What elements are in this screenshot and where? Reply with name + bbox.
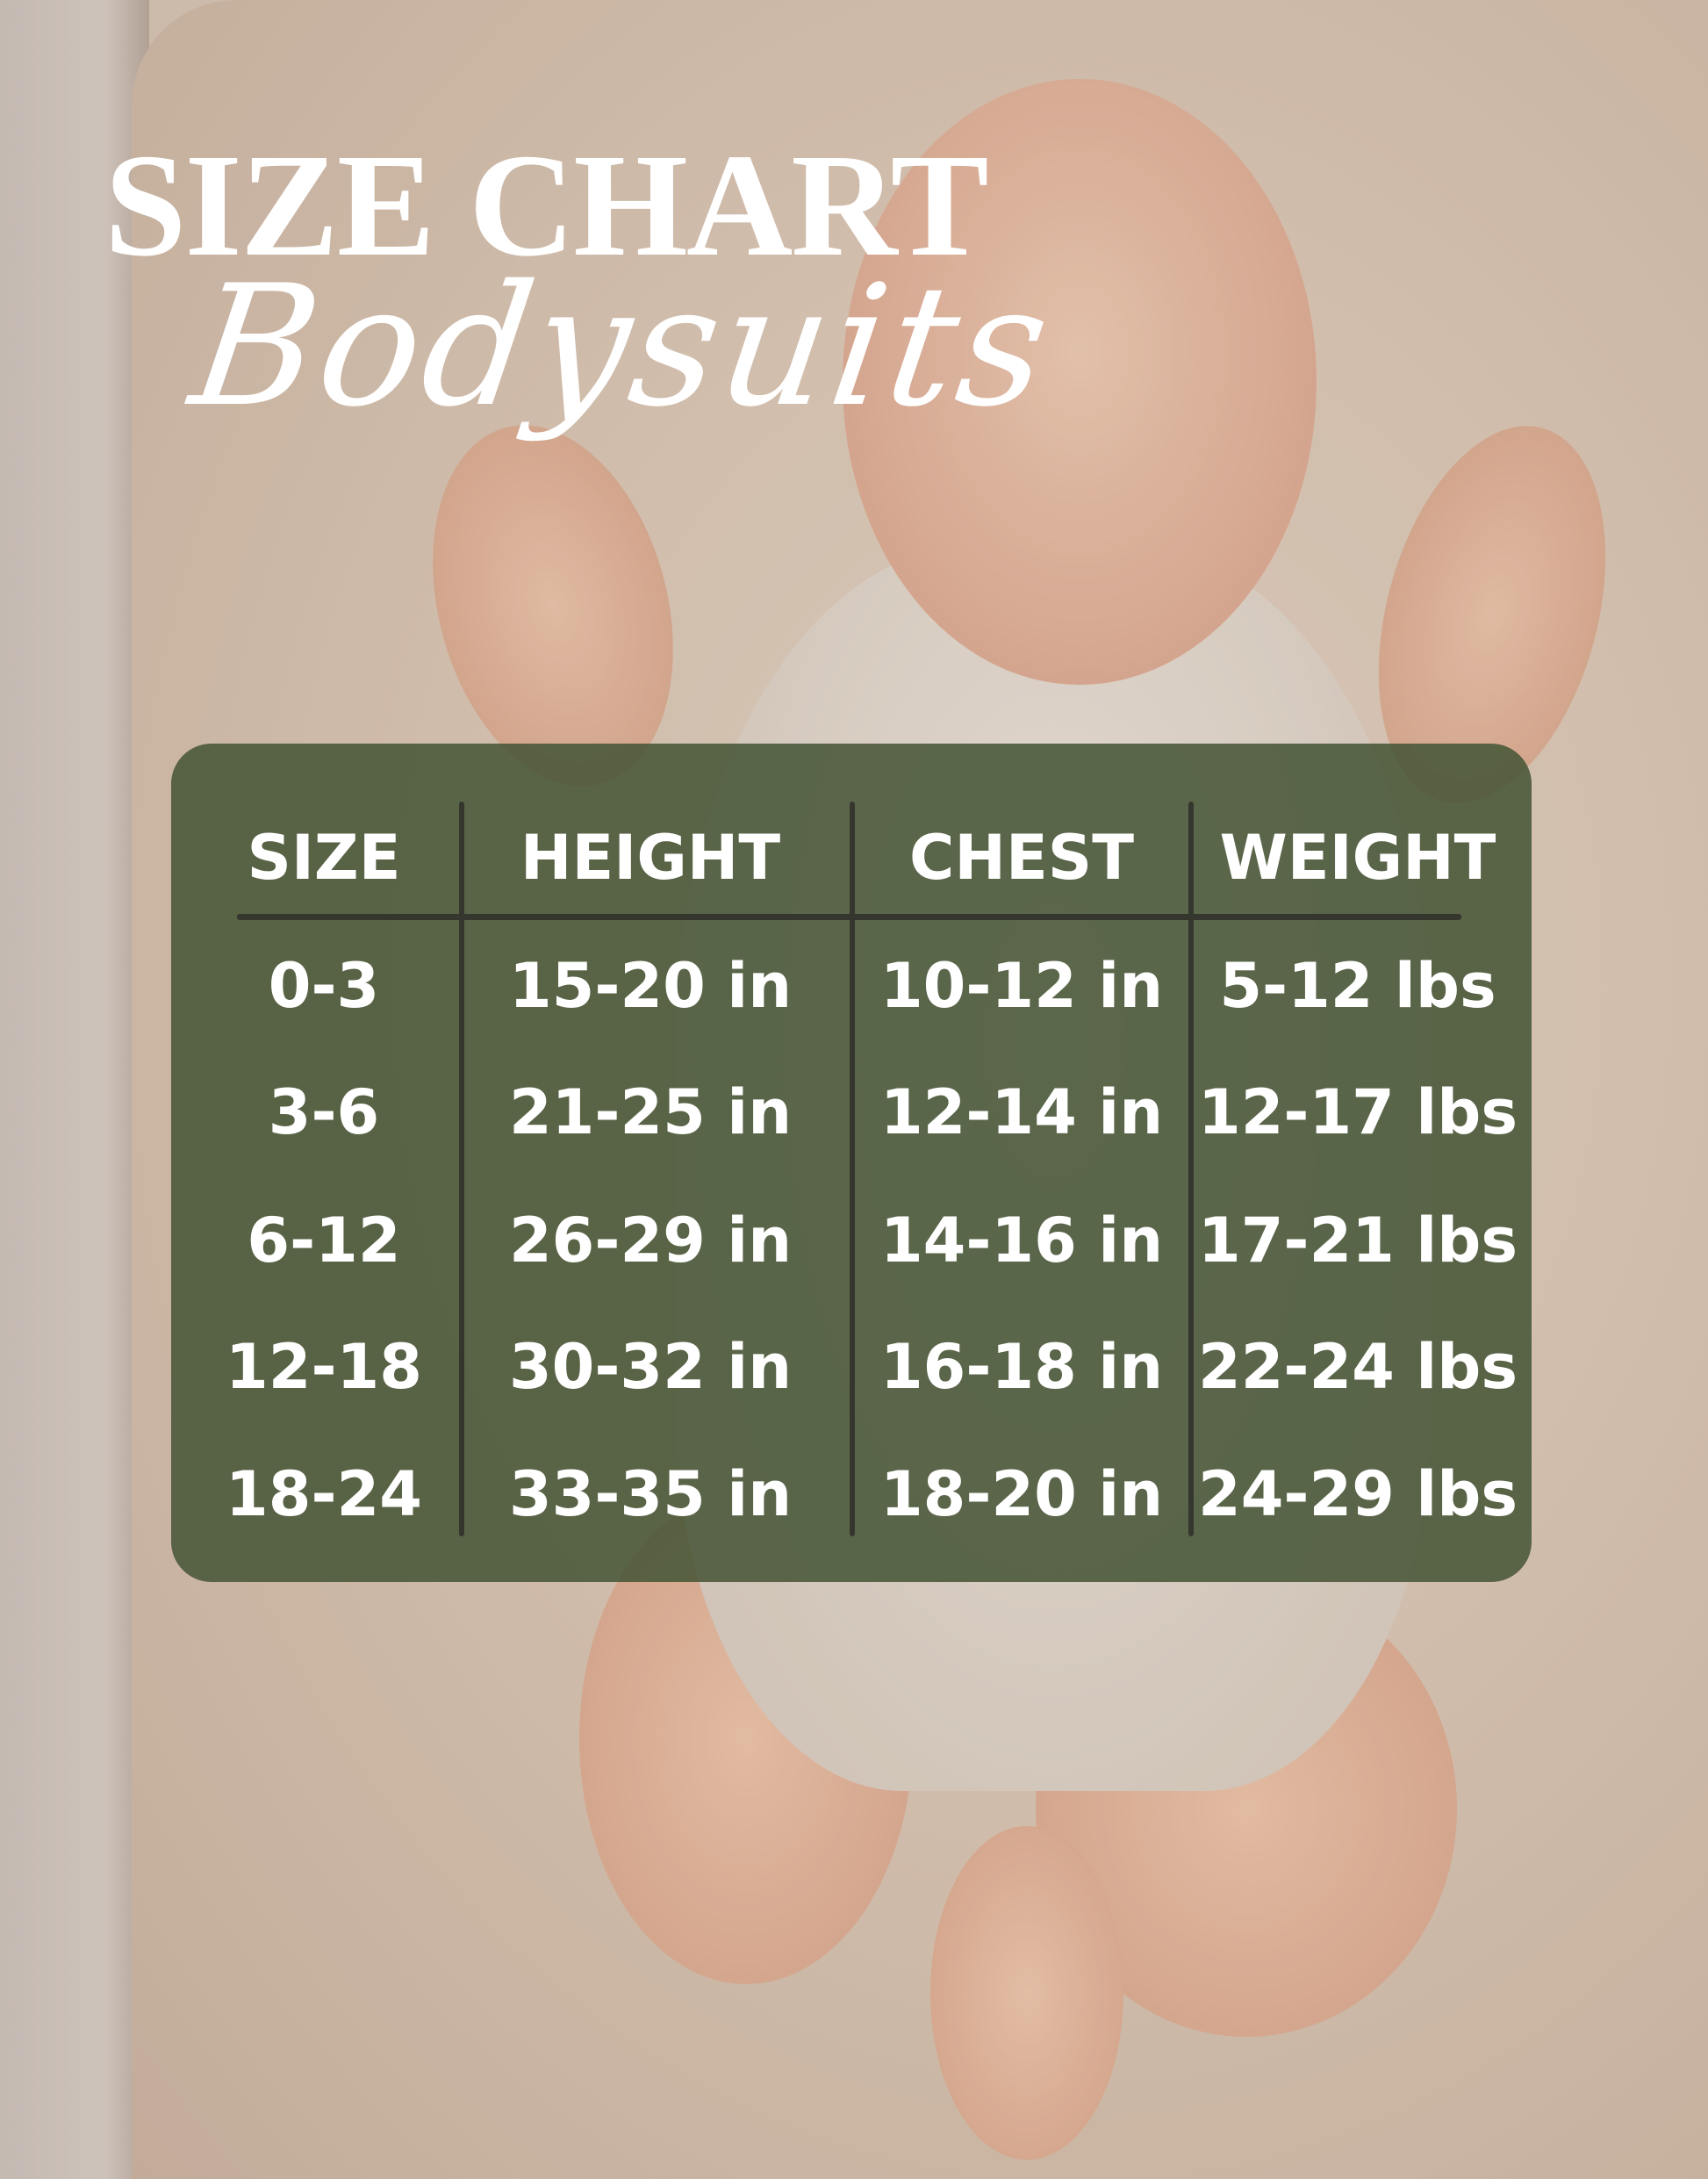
table-cell-chest: 18-20 in [879,1458,1164,1530]
column-header-chest: CHEST [909,822,1134,894]
column-divider [850,802,855,1536]
table-cell-height: 33-35 in [508,1458,793,1530]
table-cell-size: 3-6 [268,1076,380,1148]
table-cell-weight: 24-29 lbs [1197,1458,1518,1530]
table-cell-weight: 22-24 lbs [1197,1331,1518,1403]
table-cell-size: 18-24 [226,1458,422,1530]
table-cell-weight: 12-17 lbs [1197,1076,1518,1148]
table-cell-height: 26-29 in [508,1205,793,1276]
table-cell-chest: 14-16 in [879,1205,1164,1276]
page-subtitle: Bodysuits [181,249,1064,443]
table-cell-chest: 12-14 in [879,1076,1164,1148]
table-cell-weight: 5-12 lbs [1219,950,1496,1022]
baby-foot [930,1826,1123,2160]
header-divider [237,914,1461,920]
table-cell-height: 21-25 in [508,1076,793,1148]
column-header-weight: WEIGHT [1219,822,1496,894]
baby-head [843,79,1317,685]
table-cell-size: 12-18 [226,1331,422,1403]
column-divider [459,802,464,1536]
table-cell-chest: 10-12 in [879,950,1164,1022]
column-header-size: SIZE [247,822,401,894]
table-cell-height: 30-32 in [508,1331,793,1403]
table-cell-size: 6-12 [247,1205,401,1276]
background-blanket [0,0,149,2179]
table-cell-weight: 17-21 lbs [1197,1205,1518,1276]
table-cell-chest: 16-18 in [879,1331,1164,1403]
table-cell-size: 0-3 [268,950,380,1022]
column-header-height: HEIGHT [520,822,781,894]
table-cell-height: 15-20 in [508,950,793,1022]
page-title: SIZE CHART [104,124,989,287]
column-divider [1188,802,1194,1536]
